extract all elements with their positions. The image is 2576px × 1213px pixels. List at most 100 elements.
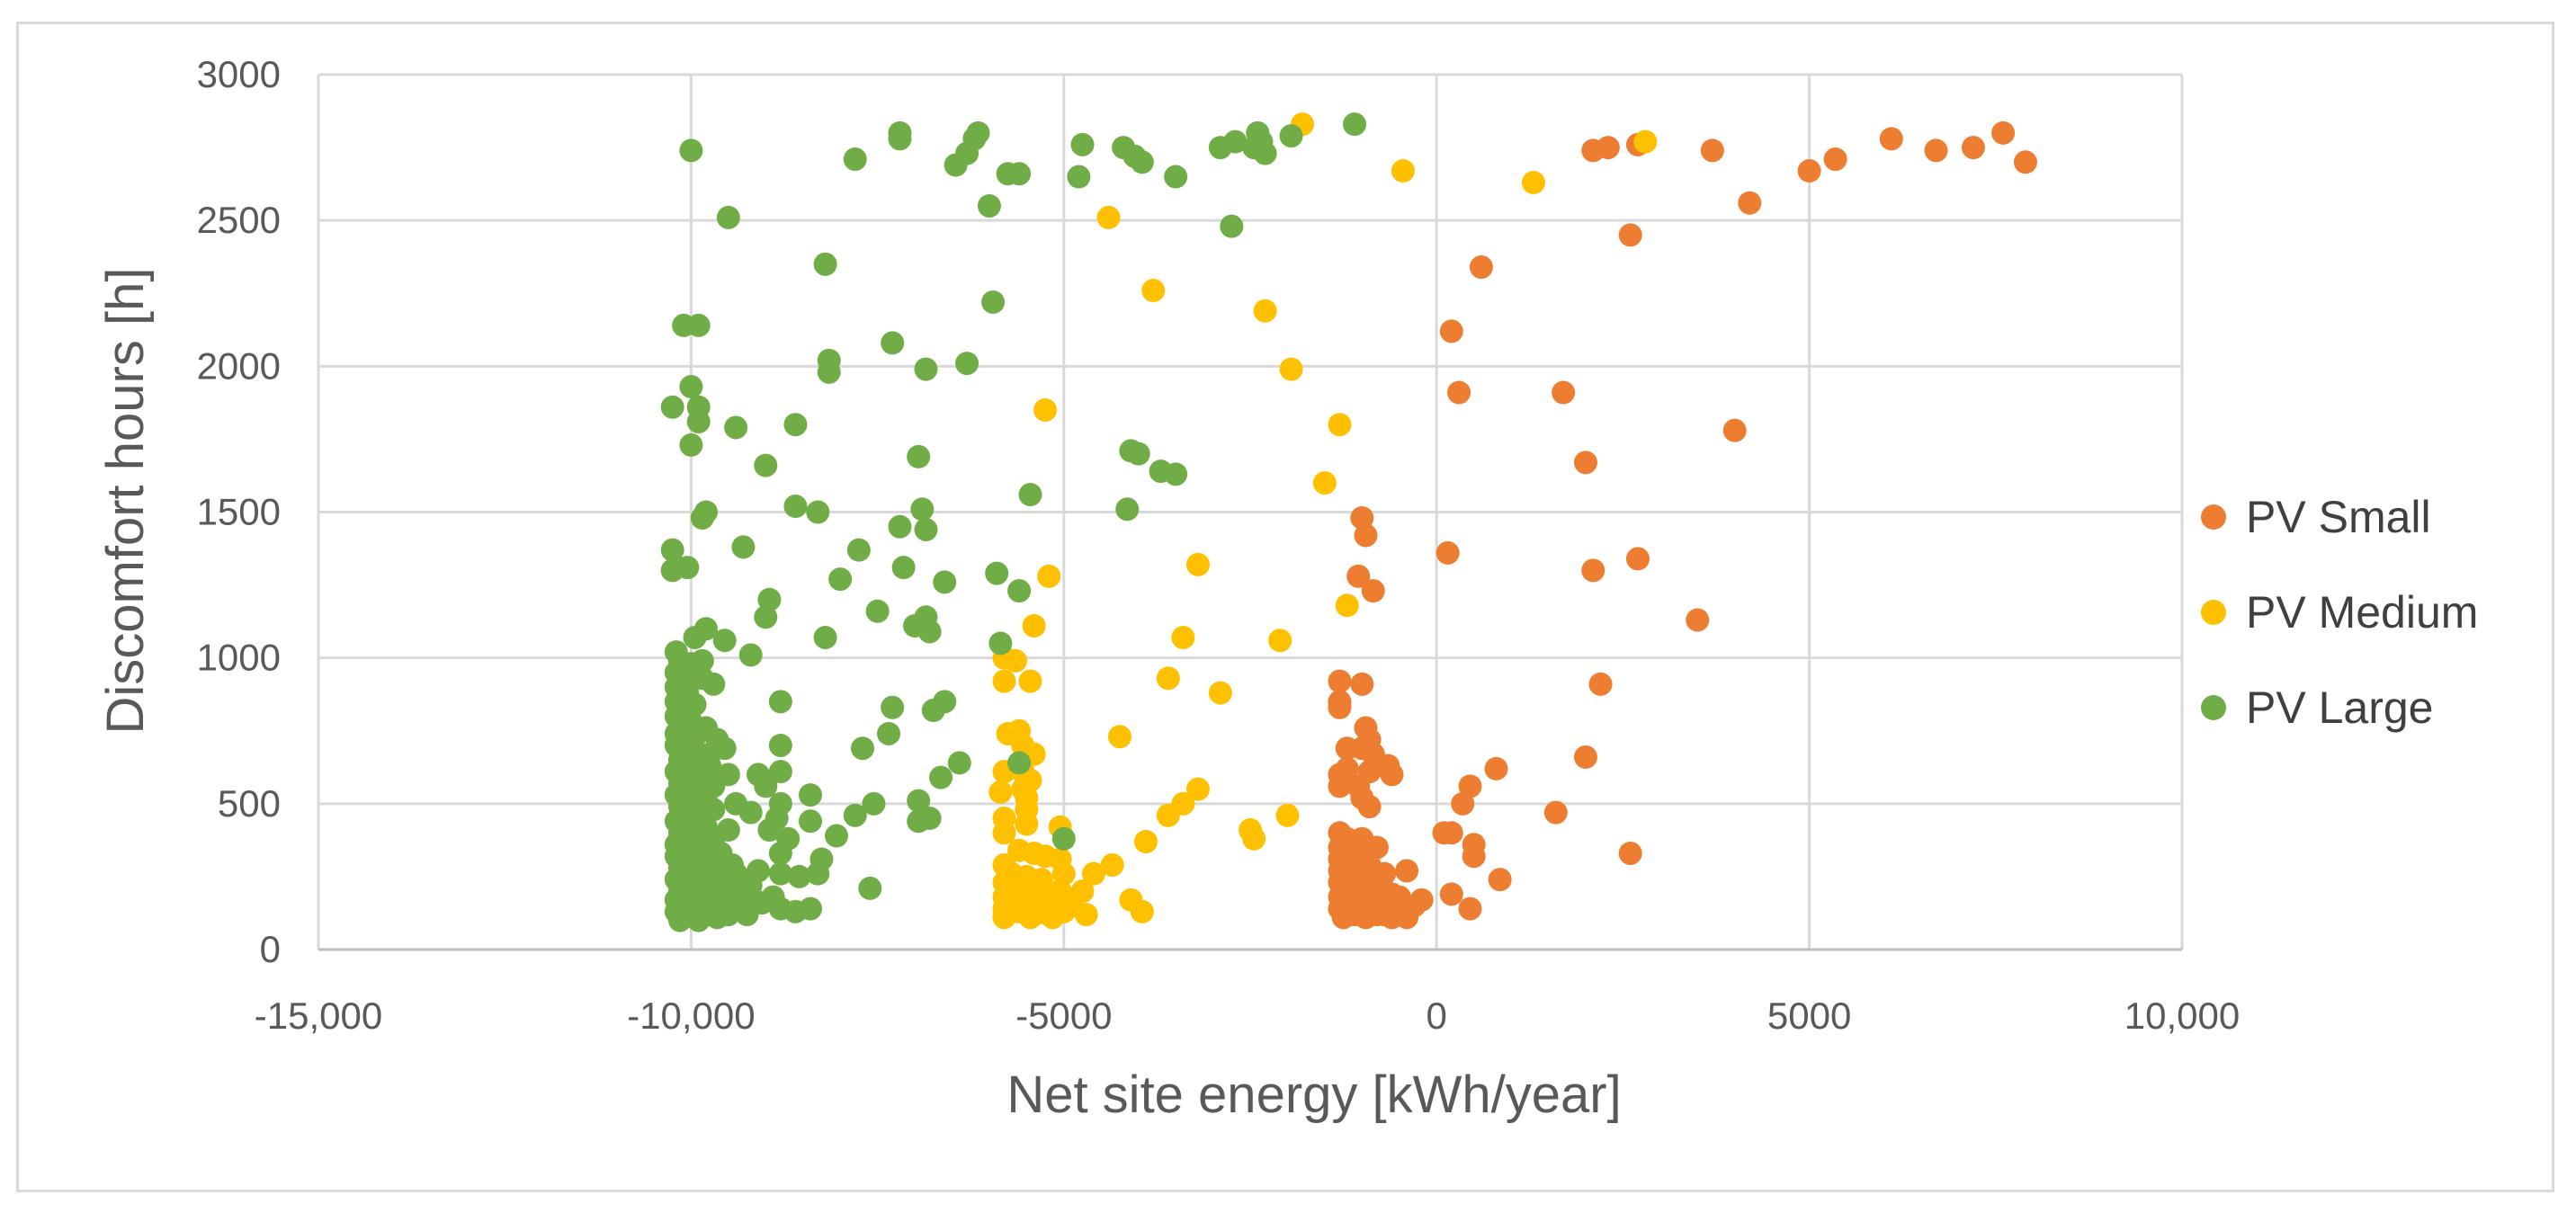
data-point (1521, 171, 1545, 195)
data-point (877, 721, 901, 745)
data-point (1686, 608, 1710, 632)
data-point (1268, 629, 1292, 653)
points-layer (660, 112, 2037, 932)
data-point (660, 558, 684, 583)
data-point (738, 800, 763, 825)
data-point (955, 352, 979, 376)
data-point (712, 736, 737, 761)
data-point (735, 903, 759, 927)
data-point (1458, 774, 1482, 798)
data-point (787, 864, 811, 888)
data-point (1279, 124, 1303, 148)
data-point (1070, 132, 1095, 156)
data-point (907, 789, 931, 813)
data-point (783, 495, 808, 519)
data-point (903, 613, 927, 638)
data-point (929, 765, 953, 789)
data-point (1331, 905, 1355, 930)
data-point (702, 798, 726, 822)
data-point (1185, 777, 1210, 801)
data-point (862, 791, 886, 816)
data-point (988, 631, 1013, 656)
data-point (1738, 191, 1762, 215)
data-point (1208, 681, 1232, 705)
data-point (851, 736, 875, 761)
data-point (1625, 547, 1650, 571)
data-point (690, 648, 714, 673)
data-point (1007, 579, 1032, 603)
data-point (917, 807, 942, 831)
data-point (1364, 835, 1389, 860)
data-point (1439, 821, 1463, 845)
data-point (888, 514, 912, 539)
data-point (1051, 861, 1076, 886)
data-point (806, 861, 830, 886)
data-point (1879, 127, 1903, 151)
legend-marker (2201, 600, 2226, 625)
data-point (768, 690, 792, 714)
data-point (768, 733, 792, 757)
data-point (1961, 136, 1985, 160)
data-point (679, 138, 703, 163)
data-point (858, 876, 882, 900)
legend-label: PV Medium (2246, 587, 2478, 638)
data-point (1391, 159, 1415, 183)
data-point (1633, 129, 1658, 154)
data-point (1100, 852, 1124, 877)
data-point (1171, 625, 1195, 649)
chart-frame: 0 500 1000 1500 2000 2500 3000 -15,000 -10,000 -5… (16, 22, 2554, 1192)
data-point (1242, 826, 1266, 851)
data-point (1015, 812, 1039, 836)
data-point (1018, 669, 1042, 693)
data-point (738, 643, 763, 667)
scatter-chart: 0 500 1000 1500 2000 2500 3000 -15,000 -10,000 -5… (96, 53, 2478, 1124)
data-point (731, 535, 756, 559)
data-point (996, 162, 1020, 186)
data-point (1208, 136, 1232, 160)
data-point (757, 818, 782, 843)
data-point (1051, 826, 1076, 851)
data-point (683, 625, 707, 649)
data-point (1220, 214, 1244, 238)
data-point (705, 905, 729, 930)
data-point (1328, 669, 1352, 693)
y-tick-label: 2500 (197, 199, 281, 241)
data-point (1335, 593, 1359, 618)
legend-label: PV Small (2246, 492, 2431, 542)
data-point (865, 599, 890, 623)
data-point (1596, 136, 1620, 160)
data-point (947, 751, 971, 775)
data-point (1312, 471, 1337, 495)
data-point (1573, 745, 1597, 769)
data-point (1436, 540, 1460, 565)
data-point (754, 605, 778, 629)
y-tick-label: 1000 (197, 637, 281, 679)
data-point (1107, 725, 1131, 749)
data-point (1354, 905, 1378, 930)
data-point (683, 692, 707, 717)
data-point (914, 357, 938, 381)
data-point (1357, 795, 1382, 819)
data-point (992, 905, 1016, 930)
x-tick-label: 0 (1427, 994, 1447, 1037)
data-point (1462, 844, 1486, 869)
data-point (783, 899, 808, 923)
x-tick-label: -15,000 (255, 994, 382, 1037)
y-tick-label: 1500 (197, 491, 281, 533)
data-point (1924, 138, 1948, 163)
data-point (724, 415, 748, 440)
data-point (981, 290, 1006, 314)
data-point (1395, 905, 1419, 930)
y-axis-title: Discomfort hours [h] (96, 268, 155, 735)
data-point (679, 433, 703, 457)
data-point (660, 395, 684, 419)
data-point (1543, 800, 1568, 825)
data-point (1164, 462, 1188, 486)
data-point (914, 517, 938, 541)
data-point (1573, 450, 1597, 475)
legend-marker (2201, 695, 2226, 720)
data-point (1469, 255, 1493, 280)
data-point (660, 538, 684, 562)
data-point (828, 567, 853, 592)
data-point (1354, 523, 1378, 548)
